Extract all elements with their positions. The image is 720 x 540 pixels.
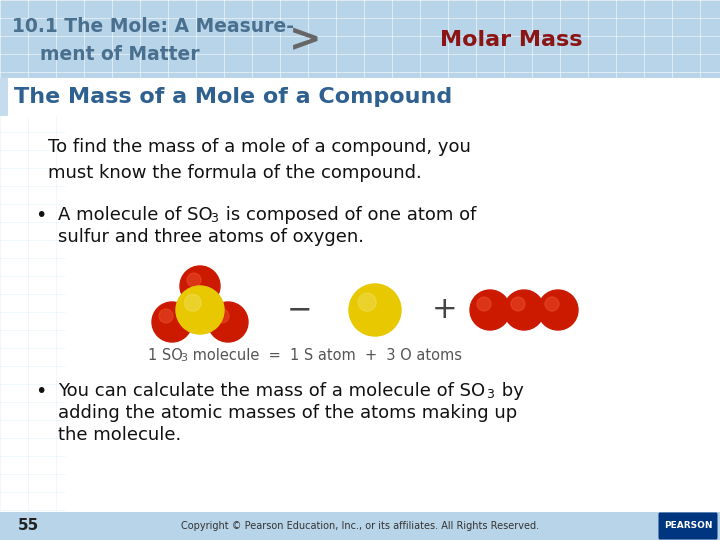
Text: •: • — [35, 206, 46, 225]
Circle shape — [159, 309, 173, 323]
Text: 3: 3 — [180, 353, 187, 363]
Circle shape — [538, 290, 578, 330]
Text: −: − — [287, 295, 312, 325]
Text: •: • — [35, 382, 46, 401]
Text: 10.1 The Mole: A Measure-: 10.1 The Mole: A Measure- — [12, 17, 294, 37]
Circle shape — [358, 293, 377, 311]
Text: Copyright © Pearson Education, Inc., or its affiliates. All Rights Reserved.: Copyright © Pearson Education, Inc., or … — [181, 521, 539, 531]
Circle shape — [208, 302, 248, 342]
Text: 3: 3 — [210, 212, 218, 225]
Text: sulfur and three atoms of oxygen.: sulfur and three atoms of oxygen. — [58, 228, 364, 246]
Text: 3: 3 — [486, 388, 494, 401]
Text: To find the mass of a mole of a compound, you
must know the formula of the compo: To find the mass of a mole of a compound… — [48, 138, 471, 181]
Text: 55: 55 — [18, 518, 40, 534]
Circle shape — [504, 290, 544, 330]
Bar — [0, 78, 720, 116]
Circle shape — [477, 297, 491, 311]
Bar — [0, 0, 720, 78]
Text: molecule  =  1 S atom  +  3 O atoms: molecule = 1 S atom + 3 O atoms — [188, 348, 462, 363]
Text: The Mass of a Mole of a Compound: The Mass of a Mole of a Compound — [14, 87, 452, 107]
Circle shape — [187, 273, 201, 287]
Text: +: + — [432, 295, 458, 325]
Text: ment of Matter: ment of Matter — [40, 44, 199, 64]
Text: PEARSON: PEARSON — [664, 522, 712, 530]
Circle shape — [184, 294, 201, 311]
Circle shape — [180, 266, 220, 306]
Circle shape — [152, 302, 192, 342]
Text: A molecule of SO: A molecule of SO — [58, 206, 212, 224]
Circle shape — [215, 309, 229, 323]
FancyBboxPatch shape — [659, 512, 718, 539]
Text: You can calculate the mass of a molecule of SO: You can calculate the mass of a molecule… — [58, 382, 485, 400]
Text: the molecule.: the molecule. — [58, 426, 181, 444]
Circle shape — [349, 284, 401, 336]
Bar — [0, 512, 720, 540]
Text: >: > — [289, 21, 321, 59]
Circle shape — [470, 290, 510, 330]
Circle shape — [511, 297, 525, 311]
Text: is composed of one atom of: is composed of one atom of — [220, 206, 477, 224]
Text: 1 SO: 1 SO — [148, 348, 183, 363]
Circle shape — [545, 297, 559, 311]
Text: Molar Mass: Molar Mass — [440, 30, 582, 50]
Text: adding the atomic masses of the atoms making up: adding the atomic masses of the atoms ma… — [58, 404, 517, 422]
Bar — [0, 78, 8, 116]
Text: by: by — [496, 382, 524, 400]
Circle shape — [176, 286, 224, 334]
